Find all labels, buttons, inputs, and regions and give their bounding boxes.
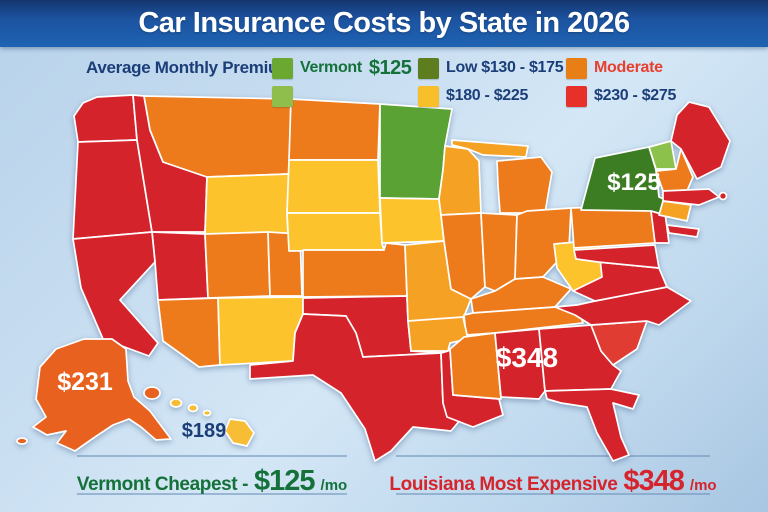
legend: Average Monthly Premium Vermont $125 Low… — [0, 47, 768, 109]
legend-item-vermont: Vermont $125 — [272, 56, 412, 79]
state-indiana — [480, 212, 518, 292]
hawaii-big-island — [224, 418, 255, 447]
state-utah — [204, 231, 271, 299]
state-long-island — [666, 224, 700, 238]
legend-value-vermont: $125 — [368, 56, 412, 79]
legend-swatch-olive — [418, 57, 439, 79]
cheapest-value: $125 — [254, 465, 316, 497]
legend-label-high-range: $230 - $275 — [594, 87, 677, 104]
state-new-mexico — [217, 296, 304, 366]
title-bar: Car Insurance Costs by State in 2026 — [0, 0, 768, 47]
state-upper-peninsula — [451, 139, 529, 158]
hawaii-island-2 — [187, 403, 199, 413]
footer-cheapest: Vermont Cheapest - $125 /mo — [76, 455, 348, 497]
legend-item-low: Low $130 - $175 — [418, 57, 564, 79]
state-nevada — [151, 231, 209, 301]
legend-swatch-green — [272, 57, 293, 79]
label-alaska-value: $231 — [57, 368, 113, 396]
alaska-island — [143, 386, 161, 400]
legend-swatch-light-green — [272, 85, 293, 107]
legend-label-low: Low $130 - $175 — [446, 59, 564, 76]
legend-row-1: Average Monthly Premium Vermont $125 Low… — [0, 57, 768, 79]
state-kansas — [302, 242, 408, 298]
footer-most-expensive: Louisiana Most Expensive $348 /mo — [389, 455, 717, 497]
state-maine — [670, 101, 731, 180]
state-florida — [544, 388, 640, 462]
state-alabama — [494, 328, 546, 400]
state-iowa — [379, 197, 445, 244]
legend-item-moderate: Moderate — [566, 57, 663, 79]
state-arkansas — [407, 316, 469, 352]
state-south-dakota — [286, 159, 381, 214]
cheapest-unit: /mo — [320, 477, 348, 494]
state-nebraska — [286, 212, 385, 252]
legend-label-vermont: Vermont — [300, 59, 362, 76]
state-new-york — [580, 146, 674, 216]
legend-heading: Average Monthly Premium — [86, 58, 293, 77]
legend-label-mid-range: $180 - $225 — [446, 87, 529, 104]
state-cape-cod — [718, 191, 728, 201]
hawaii-island-3 — [202, 409, 212, 417]
legend-label-moderate: Moderate — [594, 59, 663, 76]
state-massachusetts — [662, 188, 720, 206]
label-hawaii-value: $189 — [182, 420, 227, 442]
legend-item-mid-range: $180 - $225 — [418, 85, 528, 107]
label-new-york-value: $125 — [607, 169, 660, 196]
legend-item-high-range: $230 - $275 — [566, 85, 676, 107]
state-alaska — [32, 338, 172, 452]
state-louisiana — [440, 348, 504, 428]
cheapest-label: Vermont Cheapest - — [76, 474, 249, 495]
legend-swatch-yellow — [418, 85, 439, 107]
legend-row-2: $180 - $225 $230 - $275 — [0, 85, 768, 107]
legend-swatch-orange — [566, 57, 587, 79]
state-wyoming — [204, 173, 290, 235]
state-mississippi — [449, 332, 502, 400]
most-expensive-label: Louisiana Most Expensive — [389, 474, 618, 495]
state-texas — [249, 313, 462, 462]
state-michigan — [496, 156, 553, 214]
alaska-aleutian-island — [16, 437, 28, 445]
state-maryland-delaware — [573, 244, 660, 269]
label-south-value: $348 — [496, 342, 558, 373]
legend-item-light-green — [272, 85, 300, 107]
state-wisconsin — [438, 145, 482, 216]
state-arizona — [157, 297, 221, 368]
state-north-carolina — [554, 286, 692, 326]
legend-swatch-red — [566, 85, 587, 107]
legend-heading-group: Average Monthly Premium — [86, 57, 293, 79]
page-title: Car Insurance Costs by State in 2026 — [138, 7, 630, 39]
state-california — [72, 231, 159, 357]
state-connecticut — [658, 200, 692, 222]
most-expensive-value: $348 — [623, 465, 685, 497]
most-expensive-unit: /mo — [689, 477, 717, 494]
hawaii-island-1 — [169, 398, 183, 408]
